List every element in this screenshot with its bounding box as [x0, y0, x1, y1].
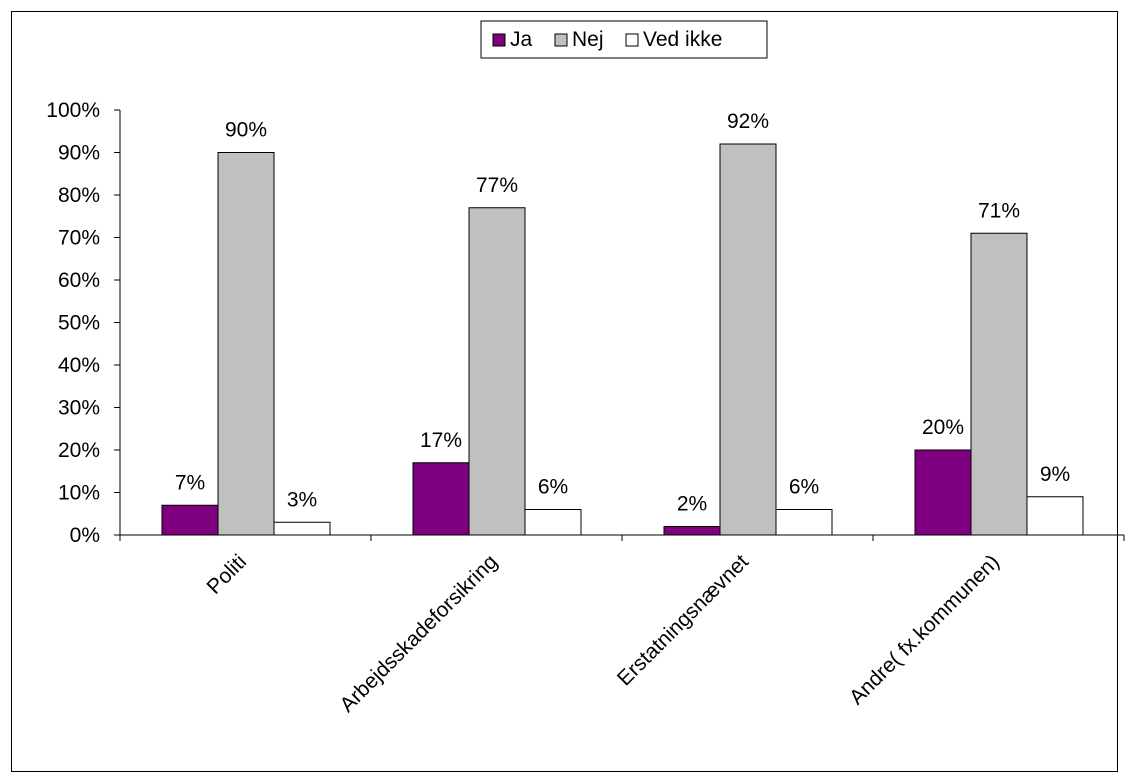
- bar-nej: [719, 143, 777, 536]
- legend-swatch-nej: [554, 33, 568, 47]
- data-label-nej: 90%: [225, 119, 267, 142]
- bar-ja: [412, 462, 470, 536]
- bars: [161, 143, 1084, 536]
- legend: Ja Nej Ved ikke: [480, 20, 768, 59]
- y-tick-label: 10%: [58, 482, 100, 505]
- data-label-nej: 92%: [727, 110, 769, 133]
- x-category-label: Arbejdsskadeforsikring: [336, 550, 502, 716]
- x-category-label: Erstatningsnævnet: [613, 550, 753, 690]
- y-tick-label: 50%: [58, 312, 100, 335]
- bar-ved-ikke: [1026, 496, 1084, 536]
- y-tick-label: 60%: [58, 269, 100, 292]
- bar-nej: [468, 207, 526, 536]
- data-label-ja: 7%: [175, 471, 205, 494]
- bar-ved-ikke: [775, 509, 833, 536]
- data-label-ved-ikke: 6%: [538, 476, 568, 499]
- data-label-nej: 77%: [476, 174, 518, 197]
- legend-box: [480, 20, 768, 59]
- data-label-ja: 20%: [922, 416, 964, 439]
- legend-swatch-ved-ikke: [625, 33, 639, 47]
- y-tick-label: 70%: [58, 227, 100, 250]
- y-tick-label: 0%: [70, 524, 100, 547]
- legend-label-ved-ikke: Ved ikke: [643, 28, 722, 51]
- bar-ved-ikke: [273, 521, 331, 536]
- bar-labels: 7% 17% 2% 20% 90% 77% 92% 71% 3% 6% 6% 9%: [175, 110, 1070, 516]
- bar-ja: [161, 504, 219, 536]
- bar-ved-ikke: [524, 509, 582, 536]
- data-label-ja: 17%: [420, 429, 462, 452]
- data-label-ved-ikke: 3%: [287, 488, 317, 511]
- data-label-nej: 71%: [978, 199, 1020, 222]
- bar-nej: [970, 232, 1028, 536]
- y-tick-label: 80%: [58, 184, 100, 207]
- x-category-label: Andre( fx.kommunen): [845, 550, 1004, 709]
- chart-frame: [11, 11, 1118, 772]
- y-tick-label: 20%: [58, 439, 100, 462]
- y-tick-label: 40%: [58, 354, 100, 377]
- x-axis-labels: Politi Arbejdsskadeforsikring Erstatningsn…: [203, 550, 1004, 717]
- legend-label-ja: Ja: [510, 28, 533, 51]
- data-label-ved-ikke: 6%: [789, 476, 819, 499]
- legend-swatch-ja: [492, 33, 506, 47]
- bar-ja: [663, 526, 721, 536]
- legend-label-nej: Nej: [572, 28, 604, 51]
- bar-ja: [914, 449, 972, 536]
- x-category-label: Politi: [203, 550, 251, 598]
- y-tick-label: 30%: [58, 397, 100, 420]
- data-label-ved-ikke: 9%: [1040, 463, 1070, 486]
- data-label-ja: 2%: [677, 493, 707, 516]
- bar-nej: [217, 152, 275, 536]
- y-tick-label: 100%: [46, 99, 100, 122]
- y-tick-label: 90%: [58, 142, 100, 165]
